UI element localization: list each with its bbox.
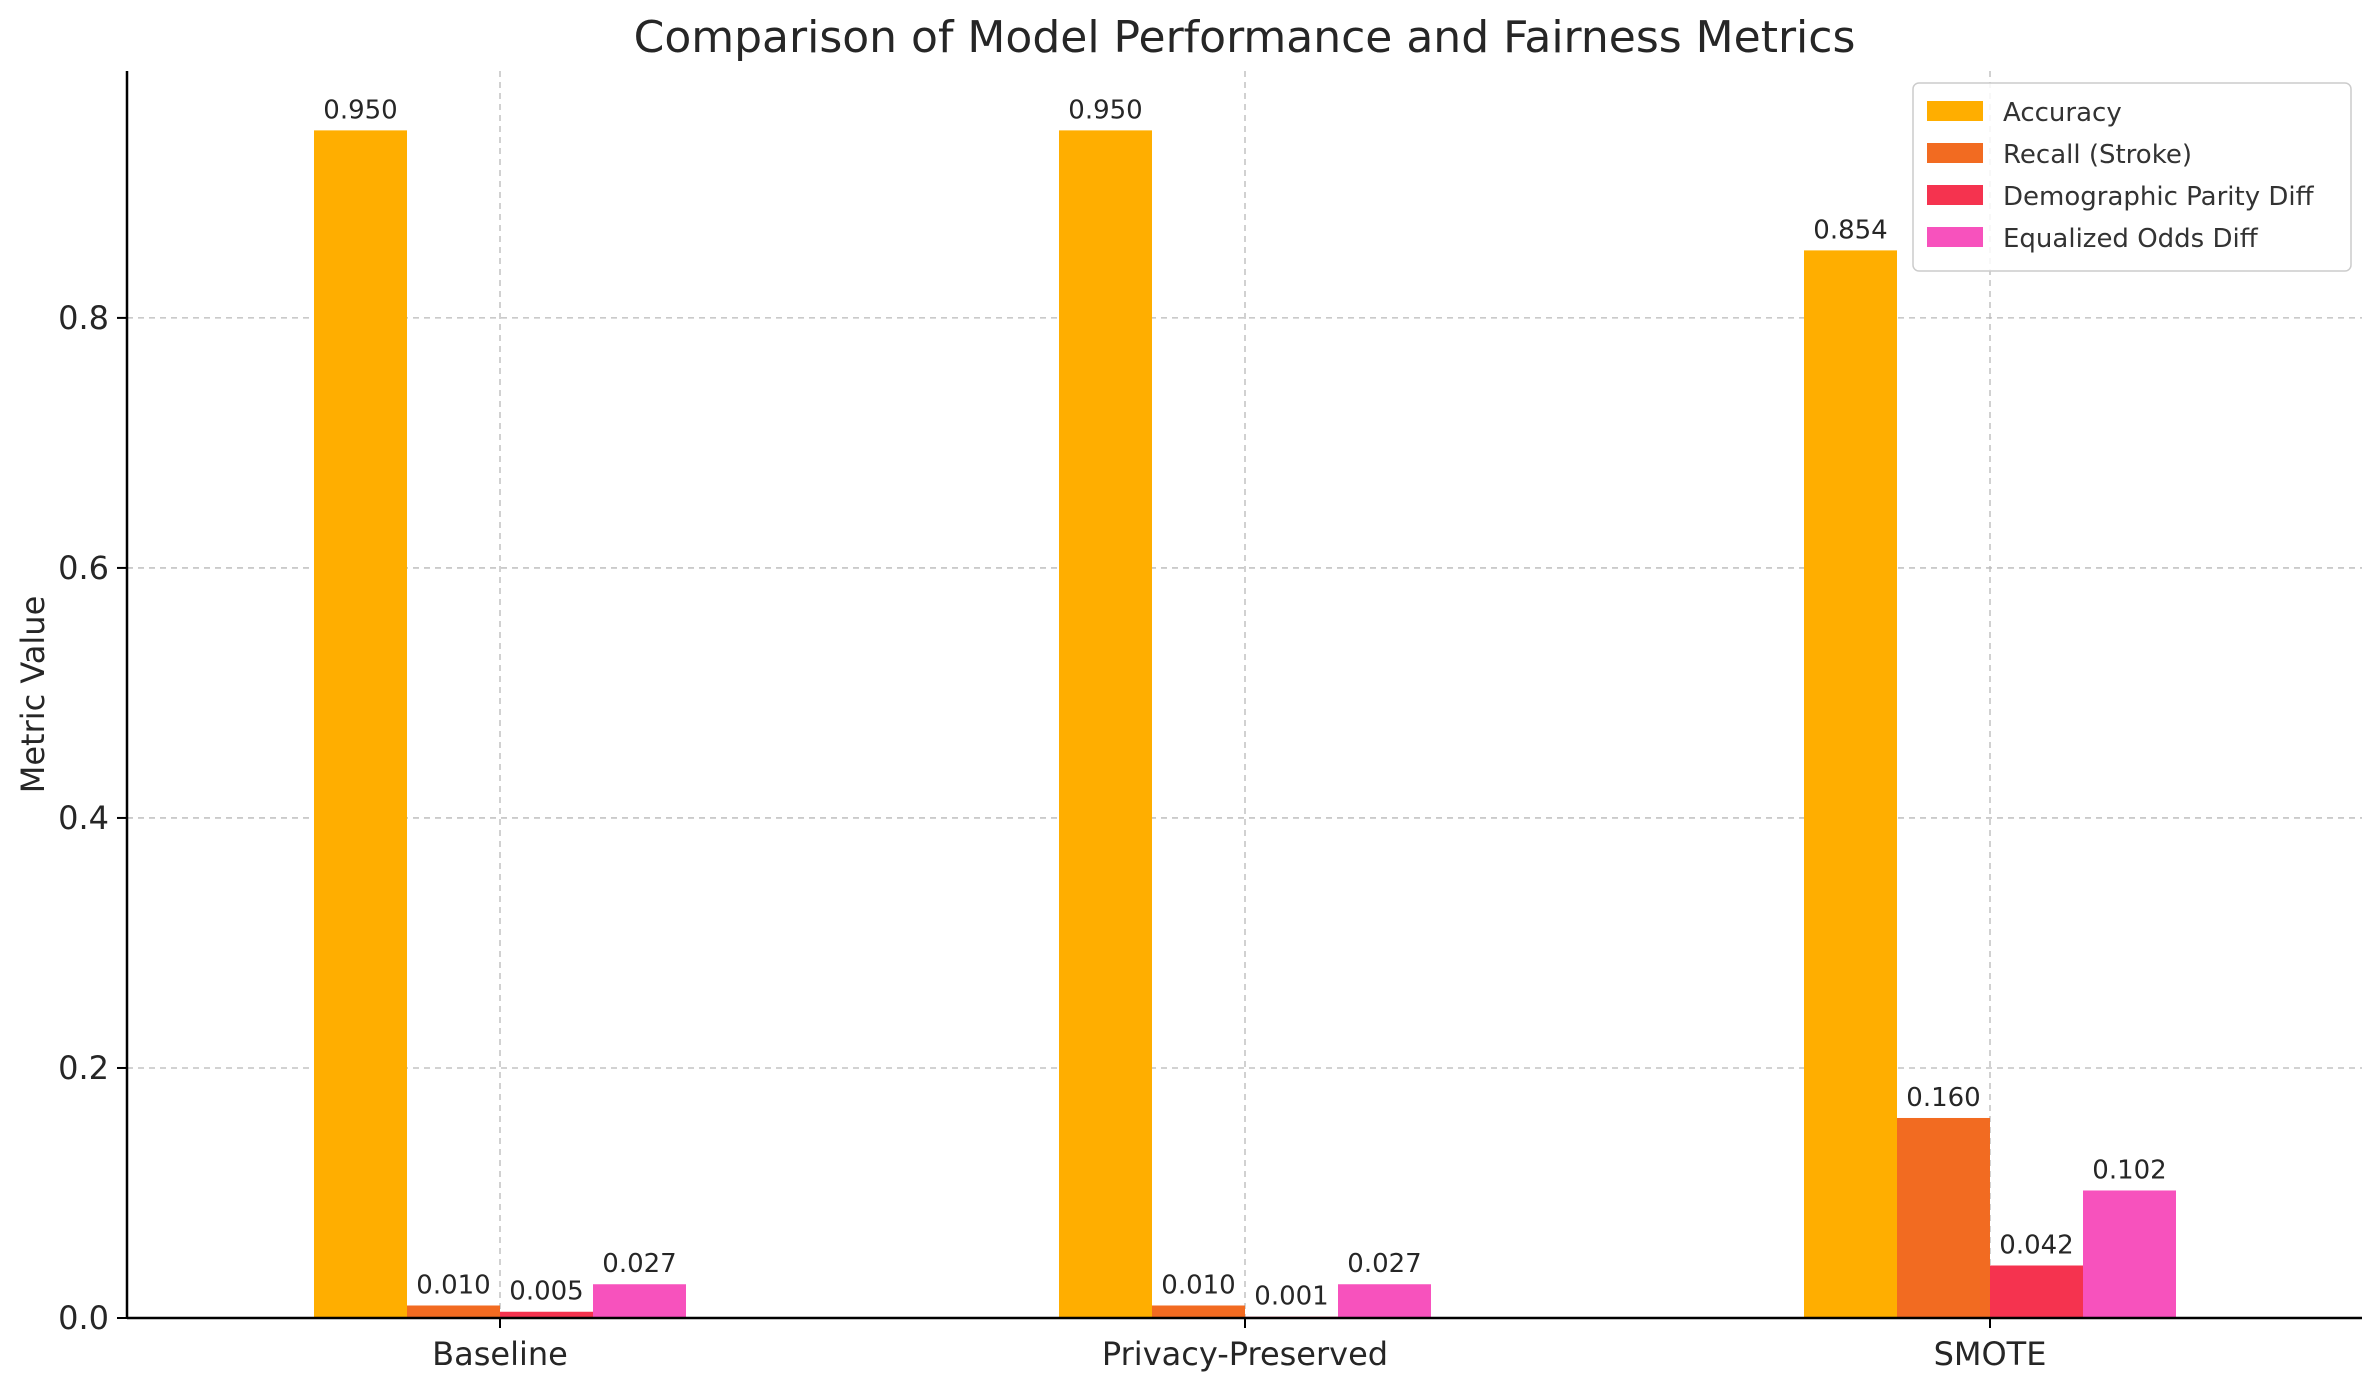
data-label-accuracy-privacy-preserved: 0.950 [1068, 95, 1142, 125]
legend-label: Demographic Parity Diff [2003, 182, 2315, 212]
data-label-equalized-odds-diff-smote: 0.102 [2092, 1155, 2166, 1185]
legend-item-recall-stroke: Recall (Stroke) [1927, 140, 2192, 170]
legend-swatch [1927, 185, 1983, 205]
bar-demographic-parity-diff-smote [1990, 1265, 2083, 1318]
data-label-recall-stroke-smote: 0.160 [1906, 1083, 1980, 1113]
y-tick-label: 0.8 [58, 299, 109, 337]
bar-accuracy-smote [1804, 250, 1897, 1319]
data-labels: 0.950 0.950 0.854 0.010 0.010 0.160 0.005 0.001… [323, 95, 2166, 1311]
bar-accuracy-baseline [314, 130, 407, 1318]
data-label-recall-stroke-privacy-preserved: 0.010 [1161, 1270, 1235, 1300]
legend: Accuracy Recall (Stroke) Demographic Parit… [1912, 82, 2352, 272]
bar-accuracy-privacy-preserved [1059, 130, 1152, 1318]
legend-label: Recall (Stroke) [2003, 140, 2192, 170]
legend-label: Equalized Odds Diff [2003, 224, 2259, 254]
data-label-demographic-parity-diff-baseline: 0.005 [509, 1277, 583, 1307]
legend-item-demographic-parity-diff: Demographic Parity Diff [1927, 182, 2315, 212]
data-label-equalized-odds-diff-baseline: 0.027 [602, 1249, 676, 1279]
bar-recall-stroke-baseline [407, 1305, 500, 1318]
data-label-demographic-parity-diff-smote: 0.042 [1999, 1230, 2073, 1260]
y-tick-label: 0.4 [58, 799, 109, 837]
x-tick-label-smote: SMOTE [1934, 1335, 2047, 1373]
legend-label: Accuracy [2003, 98, 2122, 128]
y-axis-label: Metric Value [14, 596, 52, 794]
bars [314, 130, 2176, 1319]
legend-item-accuracy: Accuracy [1927, 98, 2122, 128]
legend-swatch [1927, 227, 1983, 247]
y-tick-label: 0.6 [58, 549, 109, 587]
grid [127, 71, 2362, 1318]
bar-equalized-odds-diff-baseline [593, 1284, 686, 1318]
data-label-equalized-odds-diff-privacy-preserved: 0.027 [1347, 1249, 1421, 1279]
bar-recall-stroke-privacy-preserved [1152, 1305, 1245, 1318]
data-label-accuracy-baseline: 0.950 [323, 95, 397, 125]
data-label-demographic-parity-diff-privacy-preserved: 0.001 [1254, 1282, 1328, 1312]
bar-equalized-odds-diff-privacy-preserved [1338, 1284, 1431, 1318]
x-axis-ticks: Baseline Privacy-Preserved SMOTE [432, 1318, 2046, 1373]
data-label-recall-stroke-baseline: 0.010 [416, 1270, 490, 1300]
legend-swatch [1927, 101, 1983, 121]
legend-swatch [1927, 143, 1983, 163]
x-tick-label-baseline: Baseline [432, 1335, 568, 1373]
bar-recall-stroke-smote [1897, 1117, 1990, 1318]
y-axis-ticks: 0.0 0.2 0.4 0.6 0.8 [58, 299, 127, 1337]
legend-box [1912, 82, 2352, 272]
data-label-accuracy-smote: 0.854 [1813, 215, 1887, 245]
y-tick-label: 0.0 [58, 1299, 109, 1337]
x-tick-label-privacy-preserved: Privacy-Preserved [1102, 1335, 1388, 1373]
chart-title: Comparison of Model Performance and Fair… [634, 12, 1856, 63]
bar-demographic-parity-diff-baseline [500, 1311, 593, 1318]
y-tick-label: 0.2 [58, 1049, 109, 1087]
bar-equalized-odds-diff-smote [2083, 1190, 2176, 1318]
legend-item-equalized-odds-diff: Equalized Odds Diff [1927, 224, 2259, 254]
